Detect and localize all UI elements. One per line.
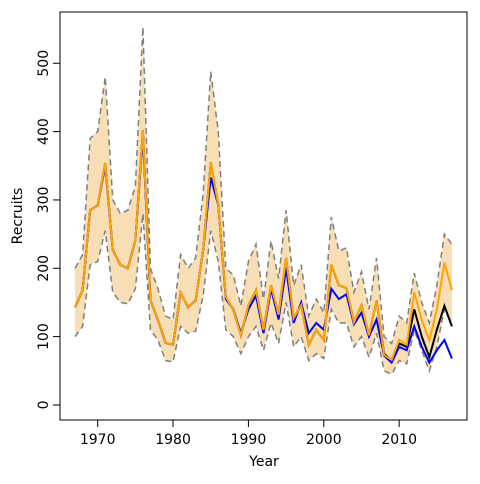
- x-tick-label: 2000: [306, 432, 342, 448]
- y-axis-label: Recruits: [10, 188, 26, 245]
- x-tick-label: 1980: [155, 432, 191, 448]
- y-tick-label: 400: [36, 118, 52, 145]
- lower-bound: [74, 213, 453, 376]
- y-tick-label: 500: [36, 50, 52, 77]
- series-line: [74, 130, 453, 362]
- x-axis-label: Year: [248, 454, 279, 470]
- x-tick-label: 1970: [80, 432, 116, 448]
- x-tick-label: 2010: [381, 432, 417, 448]
- y-tick-label: 0: [36, 401, 52, 410]
- y-tick-label: 200: [36, 255, 52, 282]
- y-tick-label: 100: [36, 323, 52, 350]
- x-tick-label: 1990: [231, 432, 267, 448]
- upper-bound: [74, 26, 453, 345]
- confidence-band: [75, 27, 452, 375]
- plot-frame: [59, 11, 468, 421]
- y-tick-label: 300: [36, 187, 52, 214]
